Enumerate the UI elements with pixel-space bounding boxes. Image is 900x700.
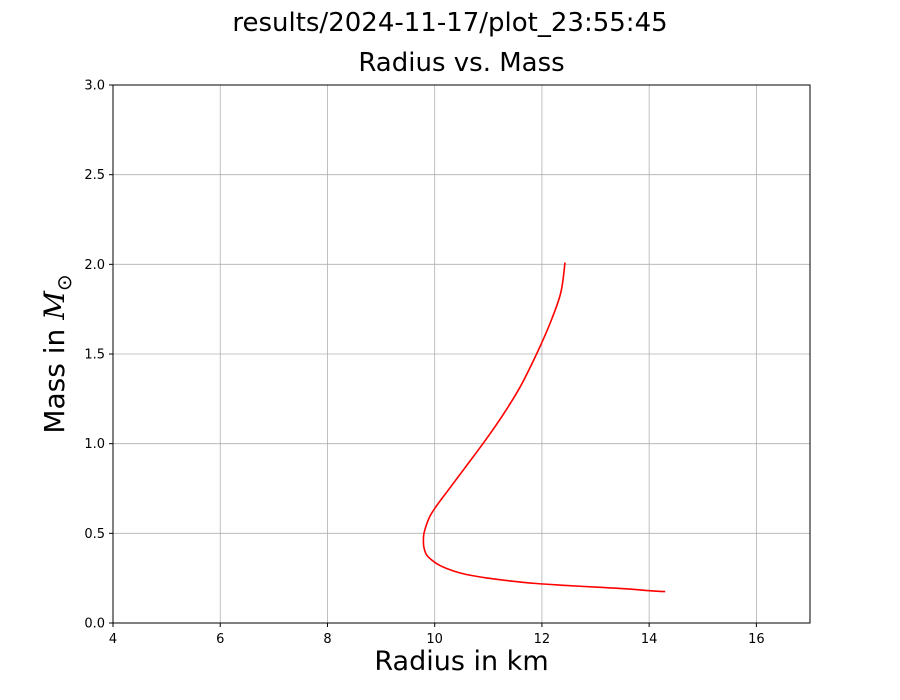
y-axis-label-text: Mass in [38,319,72,434]
y-tick-label: 2.5 [84,168,105,183]
grid [112,84,810,624]
y-tick-label: 1.5 [84,348,105,363]
x-axis-label: Radius in km [374,646,549,677]
ticks: 4 6 8 10 12 14 16 0.0 0.5 1.0 1.5 2.0 2.5 3.0 [84,79,764,648]
x-tick-label: 4 [109,632,117,647]
y-tick-label: 1.0 [84,437,105,452]
x-tick-label: 8 [323,632,331,647]
x-tick-label: 6 [216,632,224,647]
y-tick-label: 2.0 [84,258,105,273]
y-tick-label: 0.0 [84,617,105,632]
y-tick-label: 3.0 [84,79,105,94]
x-tick-label: 14 [641,632,658,647]
x-tick-label: 16 [748,632,765,647]
series-line [422,262,666,593]
y-tick-label: 0.5 [84,527,105,542]
y-axis-label-subscript: ⊙ [51,274,76,292]
x-tick-label: 10 [426,632,443,647]
y-axis-label-symbol: M [38,291,72,320]
figure-suptitle: results/2024-11-17/plot_23:55:45 [232,8,668,38]
x-tick-label: 12 [534,632,551,647]
series-layer [422,262,666,593]
y-axis-label: Mass in M⊙ [38,274,76,433]
chart-title: Radius vs. Mass [358,48,565,78]
